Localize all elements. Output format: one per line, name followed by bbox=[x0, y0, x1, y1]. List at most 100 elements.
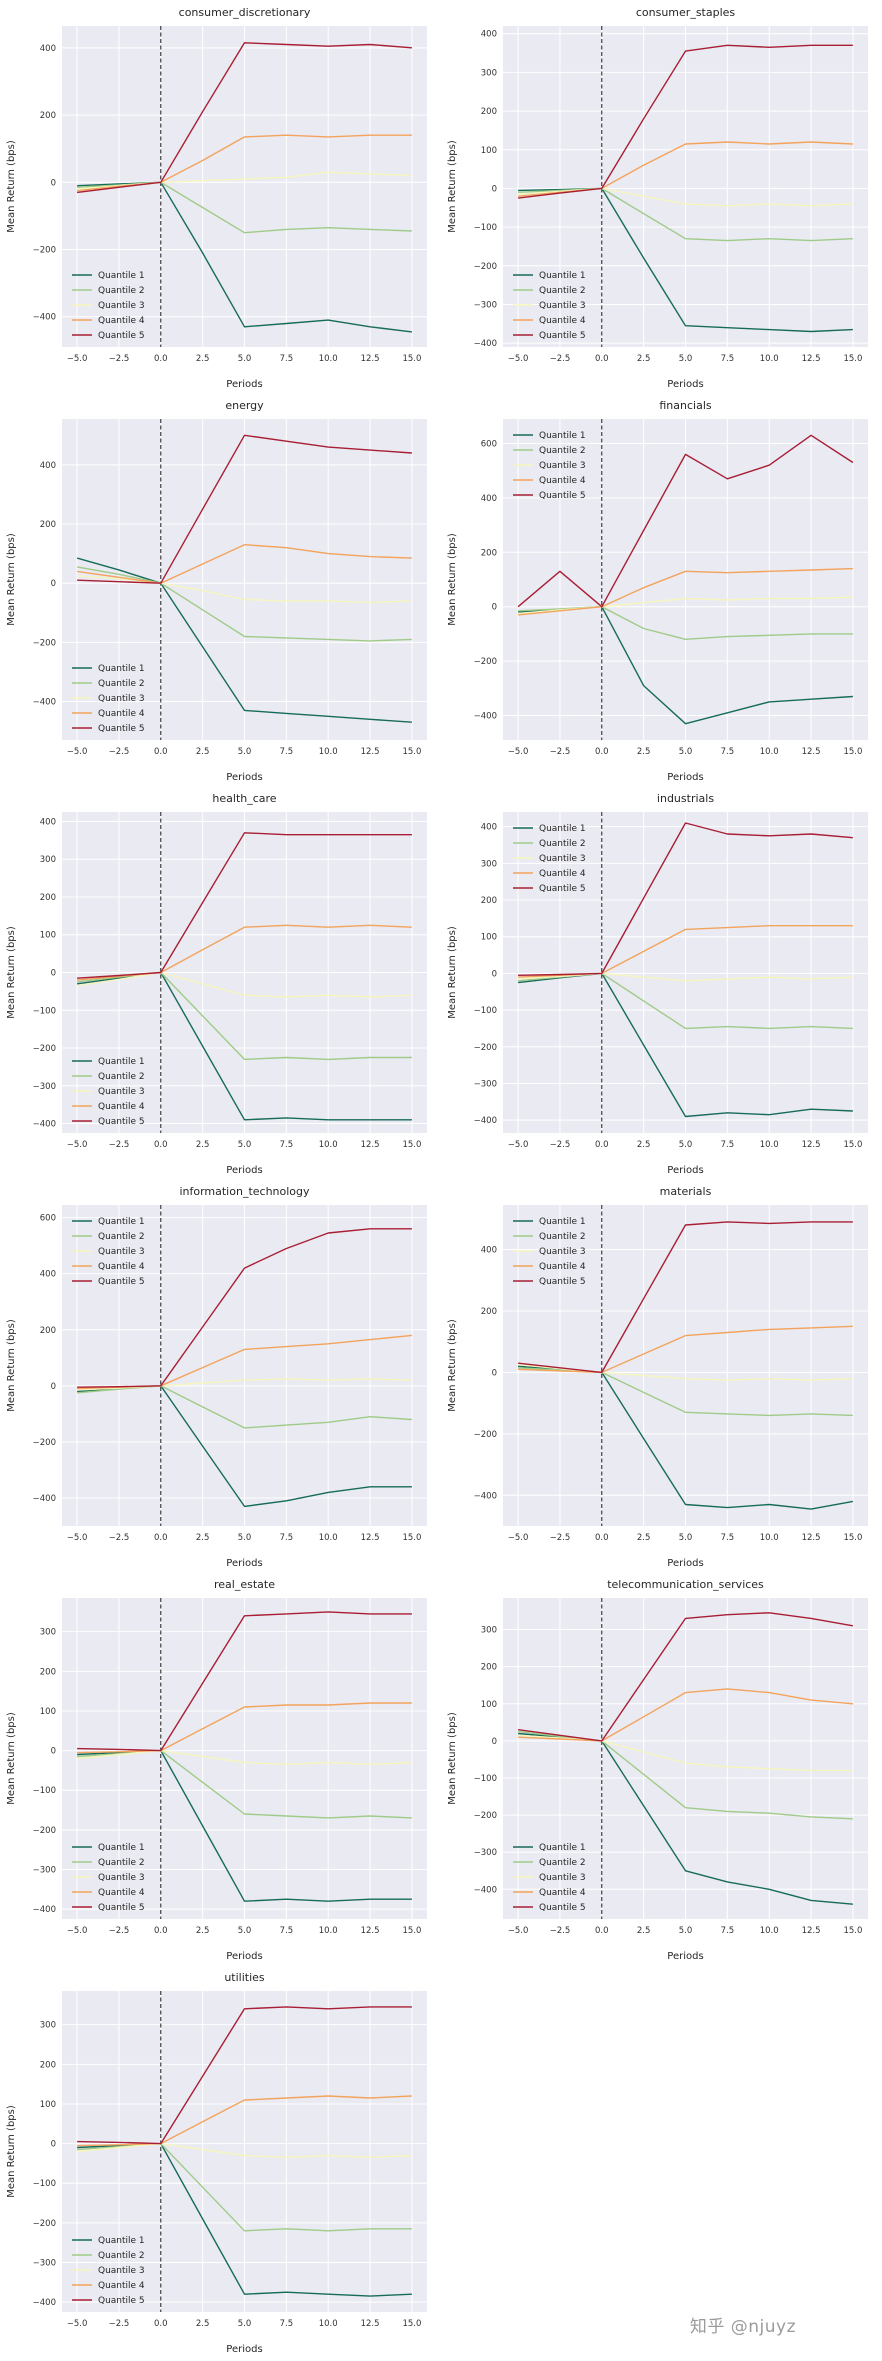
x-tick-label: 12.5 bbox=[361, 1140, 380, 1150]
y-tick-label: −300 bbox=[474, 1848, 497, 1858]
y-tick-label: 300 bbox=[481, 1626, 497, 1636]
series-line-quantile-1 bbox=[76, 557, 412, 723]
y-tick-label: 200 bbox=[481, 548, 497, 558]
x-tick-label: 5.0 bbox=[679, 1533, 693, 1543]
chart-energy: −5.0 −2.5 0.0 2.5 5.0 7.5 10.0 12.5 15.0 −400 −200… bbox=[0, 393, 441, 786]
chart-svg: −5.0 −2.5 0.0 2.5 5.0 7.5 10.0 12.5 15.0 −400 −300… bbox=[447, 6, 868, 390]
x-tick-label: −2.5 bbox=[550, 1140, 571, 1150]
x-axis-label: Periods bbox=[667, 379, 703, 390]
chart-title: utilities bbox=[224, 1971, 265, 1984]
x-tick-label: 7.5 bbox=[280, 1140, 294, 1150]
y-tick-label: 0 bbox=[51, 969, 56, 979]
x-tick-label: 2.5 bbox=[637, 1926, 651, 1936]
chart-utilities: −5.0 −2.5 0.0 2.5 5.0 7.5 10.0 12.5 15.0 −400 −300… bbox=[0, 1965, 441, 2358]
x-tick-label: 0.0 bbox=[154, 2319, 168, 2329]
y-axis-label: Mean Return (bps) bbox=[6, 2105, 17, 2198]
y-tick-label: −200 bbox=[33, 638, 56, 648]
x-tick-label: 2.5 bbox=[637, 747, 651, 757]
series-line-quantile-5 bbox=[518, 822, 853, 976]
y-tick-label: 400 bbox=[40, 44, 56, 54]
x-tick-label: 15.0 bbox=[402, 1926, 421, 1936]
y-tick-label: 400 bbox=[40, 1270, 56, 1280]
series-line-quantile-3 bbox=[77, 2142, 412, 2159]
y-tick-label: −300 bbox=[33, 1865, 56, 1875]
series-line-quantile-4 bbox=[77, 2095, 412, 2147]
x-tick-label: 7.5 bbox=[721, 354, 735, 364]
legend-label: Quantile 1 bbox=[539, 271, 586, 281]
series-line-quantile-4 bbox=[77, 1702, 412, 1754]
legend-label: Quantile 4 bbox=[98, 1888, 145, 1898]
x-tick-label: −5.0 bbox=[508, 747, 529, 757]
legend-label: Quantile 4 bbox=[98, 709, 145, 719]
x-tick-label: 12.5 bbox=[361, 747, 380, 757]
legend-label: Quantile 4 bbox=[98, 1102, 145, 1112]
y-tick-label: 400 bbox=[481, 30, 497, 40]
x-tick-label: 2.5 bbox=[196, 1926, 210, 1936]
chart-health-care: −5.0 −2.5 0.0 2.5 5.0 7.5 10.0 12.5 15.0 −400 −300… bbox=[0, 786, 441, 1179]
legend-label: Quantile 3 bbox=[98, 2266, 145, 2276]
y-tick-label: −300 bbox=[474, 300, 497, 310]
y-tick-label: 0 bbox=[51, 579, 56, 589]
legend-label: Quantile 2 bbox=[539, 839, 586, 849]
x-tick-label: −2.5 bbox=[109, 747, 130, 757]
x-tick-label: −5.0 bbox=[67, 354, 88, 364]
series-line-quantile-5 bbox=[518, 44, 853, 199]
chart-title: real_estate bbox=[214, 1578, 275, 1591]
x-tick-label: 10.0 bbox=[319, 354, 338, 364]
x-tick-label: 15.0 bbox=[402, 1533, 421, 1543]
x-axis-label: Periods bbox=[667, 1165, 703, 1176]
x-tick-label: 5.0 bbox=[238, 747, 252, 757]
y-tick-label: −100 bbox=[33, 1006, 56, 1016]
legend-label: Quantile 2 bbox=[539, 286, 586, 296]
y-tick-label: 200 bbox=[40, 1326, 56, 1336]
y-axis-label: Mean Return (bps) bbox=[6, 926, 17, 1019]
series-line-quantile-3 bbox=[518, 1734, 853, 1772]
legend-label: Quantile 1 bbox=[539, 431, 586, 441]
y-tick-label: −400 bbox=[33, 2298, 56, 2308]
x-tick-label: −2.5 bbox=[550, 354, 571, 364]
chart-title: telecommunication_services bbox=[607, 1578, 764, 1591]
legend-label: Quantile 4 bbox=[539, 1262, 586, 1272]
x-tick-label: 7.5 bbox=[721, 1140, 735, 1150]
legend-label: Quantile 1 bbox=[98, 1843, 145, 1853]
x-tick-label: 12.5 bbox=[802, 1140, 821, 1150]
x-tick-label: 12.5 bbox=[802, 747, 821, 757]
y-tick-label: 100 bbox=[481, 1700, 497, 1710]
x-tick-label: 7.5 bbox=[280, 1533, 294, 1543]
y-tick-label: −100 bbox=[33, 1786, 56, 1796]
x-tick-label: 0.0 bbox=[595, 1140, 609, 1150]
y-tick-label: 400 bbox=[40, 817, 56, 827]
legend-label: Quantile 3 bbox=[539, 1873, 586, 1883]
x-tick-label: 12.5 bbox=[361, 1926, 380, 1936]
y-tick-label: 300 bbox=[481, 68, 497, 78]
legend-label: Quantile 1 bbox=[98, 1217, 145, 1227]
legend-label: Quantile 5 bbox=[98, 724, 145, 734]
x-tick-label: 2.5 bbox=[196, 1140, 210, 1150]
x-tick-label: −5.0 bbox=[67, 1533, 88, 1543]
x-tick-label: 0.0 bbox=[595, 1926, 609, 1936]
y-tick-label: −400 bbox=[474, 712, 497, 722]
x-tick-label: 5.0 bbox=[238, 1140, 252, 1150]
y-tick-label: −300 bbox=[33, 1082, 56, 1092]
legend-label: Quantile 2 bbox=[98, 1072, 145, 1082]
chart-title: health_care bbox=[212, 792, 276, 805]
y-tick-label: 100 bbox=[481, 933, 497, 943]
x-axis-label: Periods bbox=[226, 772, 262, 783]
chart-title: energy bbox=[225, 399, 264, 412]
series-line-quantile-3 bbox=[77, 575, 412, 604]
legend-label: Quantile 3 bbox=[98, 301, 145, 311]
y-tick-label: −200 bbox=[474, 1811, 497, 1821]
y-tick-label: −400 bbox=[33, 1494, 56, 1504]
y-tick-label: −100 bbox=[474, 223, 497, 233]
chart-svg: −5.0 −2.5 0.0 2.5 5.0 7.5 10.0 12.5 15.0 −400 −300… bbox=[447, 1578, 868, 1962]
y-tick-label: −100 bbox=[474, 1006, 497, 1016]
legend-label: Quantile 2 bbox=[98, 286, 145, 296]
y-tick-label: 100 bbox=[481, 146, 497, 156]
y-tick-label: −400 bbox=[474, 1116, 497, 1126]
x-tick-label: 10.0 bbox=[319, 1140, 338, 1150]
legend-label: Quantile 1 bbox=[539, 824, 586, 834]
x-tick-label: −2.5 bbox=[109, 1926, 130, 1936]
x-tick-label: 7.5 bbox=[280, 354, 294, 364]
y-tick-label: −400 bbox=[33, 698, 56, 708]
legend-label: Quantile 2 bbox=[539, 1858, 586, 1868]
